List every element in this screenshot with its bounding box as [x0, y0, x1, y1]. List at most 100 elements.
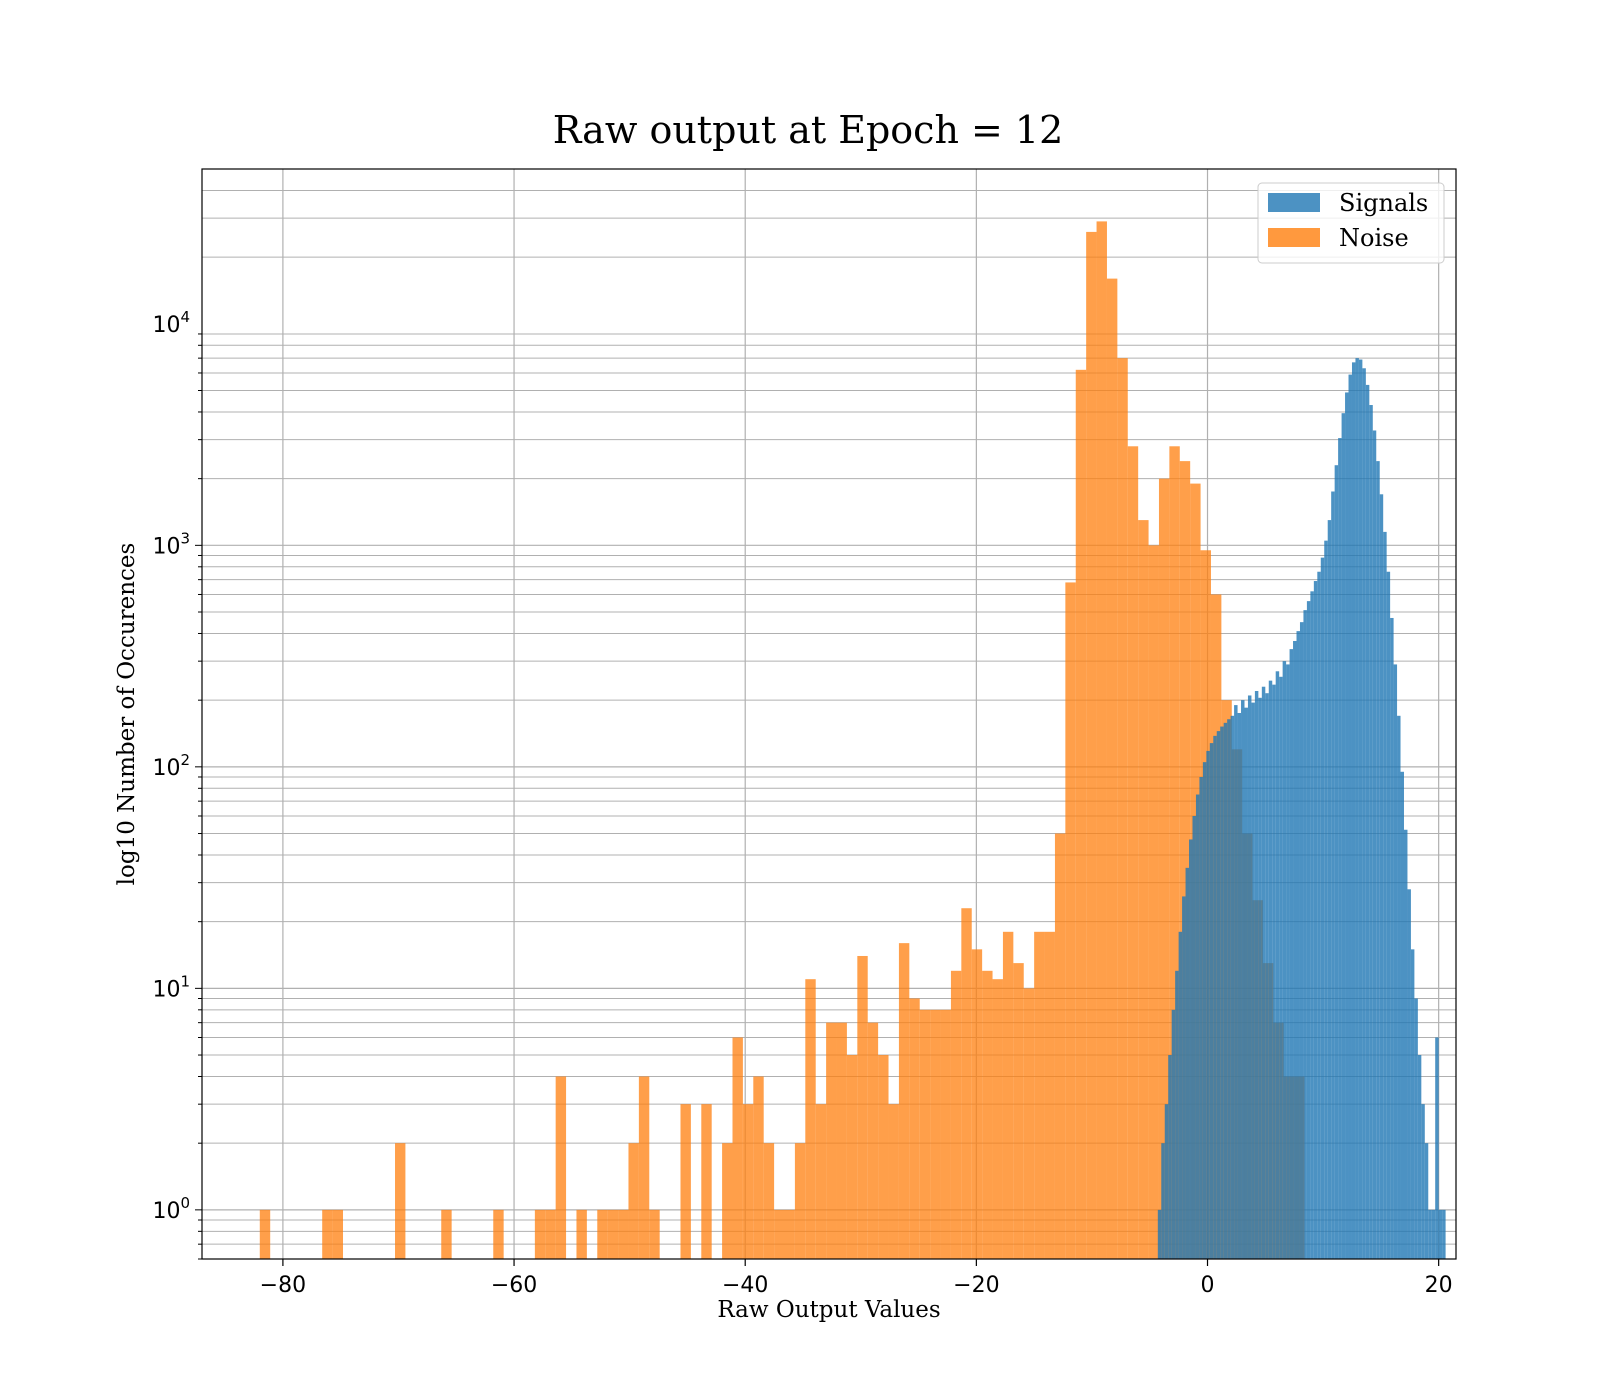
- bar-noise: [618, 1209, 629, 1259]
- bar-noise: [763, 1143, 775, 1259]
- bar-signals: [1327, 520, 1332, 1259]
- bar-signals: [1393, 664, 1398, 1259]
- bar-signals: [1206, 750, 1210, 1259]
- bar-noise: [753, 1076, 764, 1259]
- ticks-layer: −80 −60 −40 −20 0 20 100 101 102 103 104: [152, 308, 1452, 1298]
- bar-noise: [607, 1209, 619, 1259]
- bar-signals: [1230, 715, 1235, 1259]
- bar-noise: [259, 1209, 271, 1259]
- bar-noise: [1086, 231, 1097, 1260]
- bar-noise: [971, 949, 983, 1259]
- bar-noise: [961, 908, 972, 1259]
- bar-signals: [1338, 438, 1342, 1260]
- bar-signals: [1268, 680, 1273, 1259]
- bar-noise: [742, 1104, 754, 1259]
- bar-signals: [1355, 358, 1359, 1259]
- bar-noise: [649, 1209, 660, 1259]
- bar-noise: [1106, 278, 1118, 1259]
- bar-signals: [1272, 684, 1276, 1259]
- bar-signals: [1220, 726, 1224, 1259]
- bar-signals: [1403, 829, 1408, 1259]
- bar-noise: [1117, 358, 1128, 1259]
- bar-signals: [1397, 715, 1401, 1259]
- bar-signals: [1209, 743, 1214, 1259]
- bar-signals: [1185, 867, 1190, 1259]
- bar-signals: [1244, 707, 1248, 1259]
- bar-noise: [395, 1143, 406, 1259]
- bar-noise: [1179, 461, 1191, 1259]
- bar-noise: [950, 970, 962, 1259]
- x-axis-label: Raw Output Values: [717, 1297, 940, 1323]
- bars-layer: [259, 221, 1446, 1260]
- x-tick-label: 20: [1425, 1273, 1453, 1298]
- bar-signals: [1345, 392, 1349, 1259]
- bar-noise: [1065, 582, 1076, 1259]
- bar-signals: [1351, 362, 1356, 1259]
- bar-noise: [1034, 931, 1045, 1259]
- bar-signals: [1178, 931, 1183, 1259]
- bar-noise: [1169, 446, 1180, 1259]
- bar-noise: [867, 1022, 879, 1259]
- bar-signals: [1299, 622, 1304, 1259]
- bar-signals: [1435, 1037, 1439, 1259]
- bar-signals: [1216, 731, 1221, 1259]
- bar-signals: [1386, 571, 1391, 1259]
- bar-signals: [1202, 762, 1207, 1259]
- bar-noise: [628, 1143, 639, 1259]
- bar-signals: [1275, 671, 1280, 1259]
- legend-label-signals: Signals: [1339, 189, 1428, 217]
- bar-noise: [638, 1076, 650, 1259]
- plot-frame: [201, 168, 1457, 1260]
- bar-signals: [1424, 1143, 1429, 1259]
- bar-signals: [1261, 686, 1266, 1259]
- bar-noise: [857, 955, 868, 1259]
- y-axis-label: log10 Number of Occurences: [114, 543, 140, 886]
- bar-noise: [534, 1209, 546, 1259]
- bar-noise: [732, 1037, 743, 1259]
- x-tick-label: −80: [260, 1273, 306, 1298]
- bar-signals: [1431, 1209, 1436, 1259]
- bar-signals: [1265, 693, 1269, 1259]
- x-tick-label: 0: [1201, 1273, 1215, 1298]
- bar-signals: [1372, 430, 1377, 1259]
- bar-noise: [784, 1209, 795, 1259]
- bar-signals: [1251, 702, 1255, 1259]
- bar-noise: [846, 1055, 858, 1259]
- bar-signals: [1175, 970, 1179, 1259]
- bar-noise: [1023, 988, 1035, 1259]
- bar-signals: [1279, 676, 1283, 1259]
- bar-signals: [1376, 461, 1380, 1259]
- x-tick-label: −20: [953, 1273, 999, 1298]
- bar-noise: [493, 1209, 504, 1259]
- bar-signals: [1182, 896, 1186, 1259]
- bar-noise: [545, 1209, 556, 1259]
- bar-signals: [1282, 661, 1287, 1259]
- bar-signals: [1241, 700, 1245, 1259]
- bar-signals: [1227, 719, 1231, 1259]
- bar-signals: [1390, 617, 1394, 1259]
- bar-noise: [1054, 833, 1066, 1259]
- bar-signals: [1310, 591, 1314, 1259]
- bar-noise: [940, 1009, 951, 1259]
- bar-signals: [1369, 405, 1373, 1259]
- bar-noise: [1013, 963, 1024, 1259]
- bar-noise: [576, 1209, 587, 1259]
- bar-signals: [1168, 1055, 1172, 1259]
- bar-signals: [1199, 776, 1203, 1259]
- bar-noise: [555, 1076, 567, 1259]
- y-tick-label: 104: [152, 308, 190, 338]
- bar-noise: [982, 970, 993, 1259]
- bar-noise: [836, 1022, 847, 1259]
- bar-noise: [909, 998, 920, 1259]
- bar-signals: [1286, 664, 1290, 1259]
- bar-signals: [1296, 631, 1300, 1259]
- legend-label-noise: Noise: [1339, 224, 1409, 252]
- bar-noise: [1127, 446, 1139, 1259]
- bar-noise: [826, 1022, 837, 1259]
- bar-signals: [1331, 491, 1335, 1259]
- bar-signals: [1247, 695, 1252, 1259]
- bar-noise: [1138, 520, 1149, 1259]
- bar-noise: [1075, 369, 1087, 1259]
- bar-signals: [1161, 1143, 1165, 1259]
